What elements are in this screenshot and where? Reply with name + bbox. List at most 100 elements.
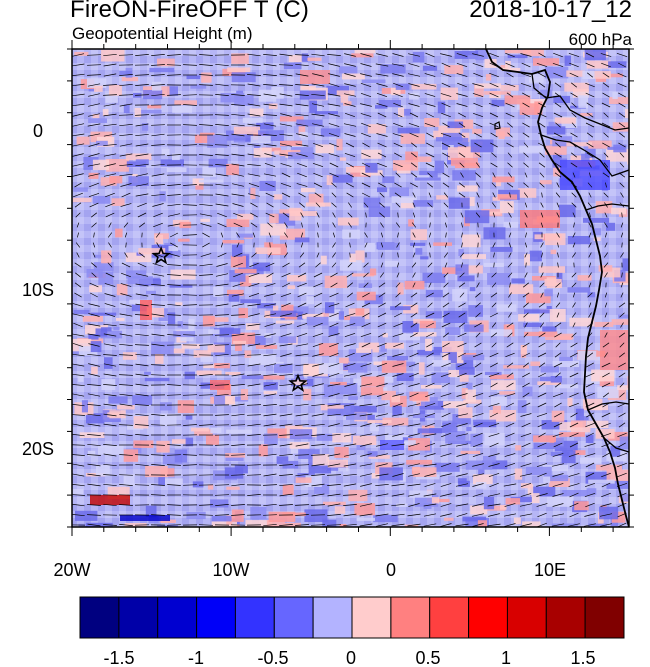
wind-barb: [313, 172, 323, 178]
wind-barb: [458, 152, 466, 158]
wind-barb: [312, 162, 324, 168]
wind-barb: [572, 212, 576, 218]
wind-barb: [151, 273, 165, 277]
wind-barb: [555, 302, 561, 308]
wind-barb: [279, 453, 293, 457]
wind-barb: [618, 122, 626, 128]
anomaly-cell: [606, 469, 629, 481]
wind-barb: [557, 252, 559, 258]
anomaly-cell: [570, 105, 586, 109]
wind-barb: [151, 304, 165, 306]
wind-barb: [617, 62, 627, 68]
wind-barb: [455, 503, 469, 507]
anomaly-cell: [167, 86, 178, 96]
wind-barb: [279, 363, 293, 367]
wind-barb: [571, 272, 577, 278]
wind-barb: [328, 132, 340, 138]
wind-barb: [472, 493, 484, 497]
wind-barb: [601, 442, 611, 448]
wind-barb: [443, 202, 449, 208]
wind-barb: [312, 342, 324, 348]
anomaly-cell: [490, 329, 513, 337]
colorbar-swatch: [429, 596, 470, 639]
wind-barb: [215, 124, 229, 126]
wind-barb: [247, 423, 261, 427]
anomaly-cell: [222, 240, 245, 244]
anomaly-cell: [86, 413, 105, 424]
anomaly-cell: [468, 55, 486, 60]
wind-barb: [215, 504, 229, 506]
wind-barb: [474, 142, 482, 148]
wind-barb: [87, 333, 101, 337]
wind-barb: [536, 493, 548, 497]
wind-barb: [231, 483, 245, 487]
wind-barb: [279, 413, 293, 417]
wind-barb: [524, 222, 528, 228]
wind-barb: [556, 182, 560, 188]
wind-barb: [489, 92, 499, 98]
wind-barb: [313, 312, 323, 318]
anomaly-cell: [214, 363, 230, 369]
wind-barb: [103, 153, 117, 157]
wind-barb: [424, 73, 436, 77]
anomaly-cell: [91, 366, 98, 375]
wind-barb: [472, 523, 484, 527]
anomaly-cell: [113, 327, 120, 331]
wind-barb: [455, 523, 469, 527]
wind-barb: [552, 493, 564, 497]
wind-barb: [233, 212, 243, 218]
wind-barb: [409, 392, 419, 398]
anomaly-cell: [211, 515, 232, 522]
wind-barb: [72, 454, 85, 456]
anomaly-cell: [385, 342, 404, 349]
anomaly-cell: [290, 211, 317, 217]
border-3: [585, 203, 629, 211]
wind-barb: [458, 182, 466, 188]
wind-barb: [604, 292, 608, 298]
anomaly-cell: [301, 53, 309, 62]
wind-barb: [519, 513, 533, 517]
wind-barb: [137, 262, 147, 268]
wind-barb: [555, 372, 561, 378]
wind-barb: [376, 383, 388, 387]
wind-barb: [72, 93, 85, 97]
wind-barb: [425, 382, 435, 388]
wind-barb: [328, 123, 340, 127]
wind-barb: [412, 192, 416, 198]
wind-barb: [488, 422, 500, 428]
wind-barb: [474, 322, 482, 328]
wind-barb: [151, 193, 165, 197]
wind-barb: [508, 212, 512, 218]
wind-barb: [460, 212, 464, 218]
anomaly-cell: [109, 175, 123, 184]
anomaly-cell: [389, 187, 409, 198]
anomaly-cell: [415, 248, 423, 255]
colorbar-swatch: [234, 596, 275, 639]
wind-barb: [107, 252, 113, 258]
anomaly-cell: [442, 422, 458, 433]
anomaly-cell: [349, 253, 356, 262]
wind-barb: [604, 212, 608, 218]
anomaly-cell: [116, 317, 125, 321]
wind-barb: [569, 72, 579, 78]
wind-barb: [376, 443, 388, 447]
wind-barb: [313, 182, 323, 188]
wind-barb: [538, 432, 546, 438]
wind-barb: [441, 422, 451, 428]
wind-barb: [408, 103, 420, 107]
wind-barb: [361, 162, 371, 168]
anomaly-cell: [581, 153, 590, 166]
anomaly-cell: [171, 439, 187, 444]
wind-barb: [152, 263, 164, 267]
wind-barb: [151, 284, 165, 286]
anomaly-cell: [585, 471, 611, 484]
wind-barb: [442, 152, 450, 158]
anomaly-cell: [589, 71, 611, 79]
wind-barb: [167, 524, 181, 526]
wind-barb: [571, 202, 577, 208]
wind-barb: [268, 232, 272, 238]
wind-barb: [360, 92, 372, 98]
anomaly-cell: [454, 119, 474, 129]
anomaly-cell: [540, 366, 559, 373]
wind-barb: [263, 503, 277, 507]
